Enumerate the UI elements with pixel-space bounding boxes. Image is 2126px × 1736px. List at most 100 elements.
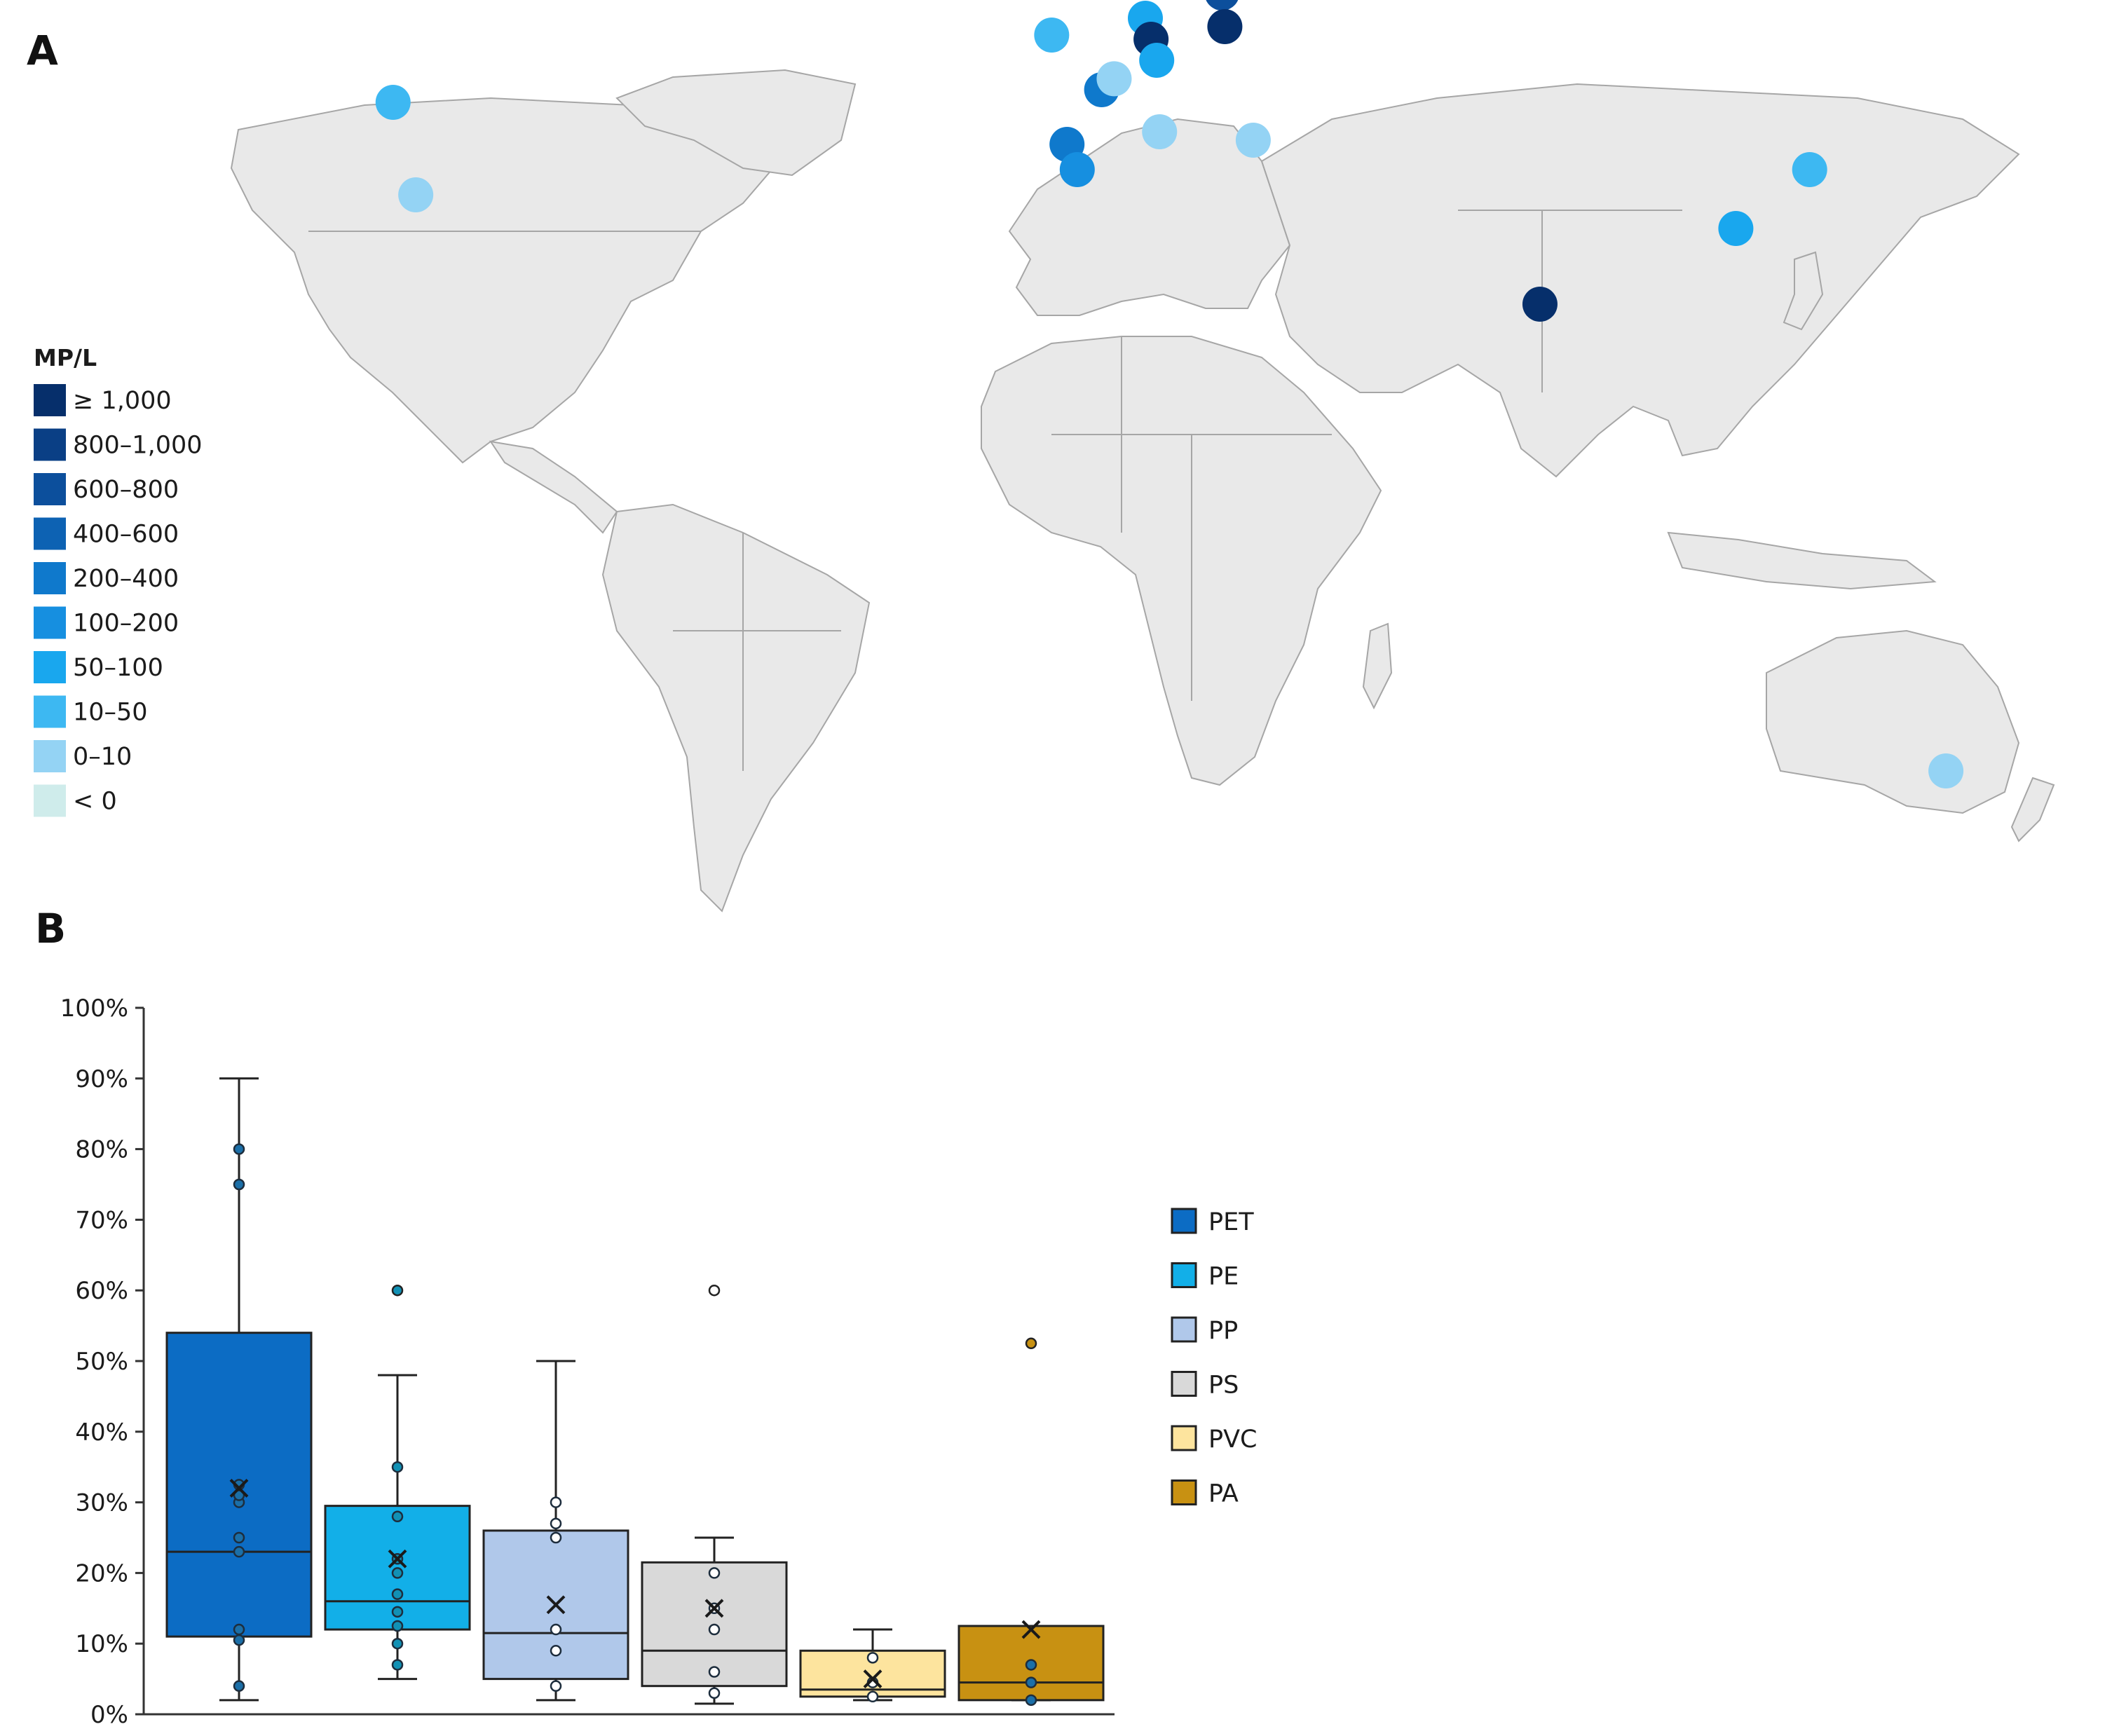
data-point	[550, 1496, 562, 1508]
legend-swatch	[1171, 1371, 1197, 1397]
data-point	[708, 1687, 721, 1700]
legend-swatch	[34, 428, 66, 461]
land-asia	[1260, 83, 2020, 478]
land-new-zealand	[2010, 777, 2055, 842]
legend-swatch	[1171, 1479, 1197, 1505]
legend-label: PA	[1208, 1480, 1239, 1508]
legend-label: PP	[1208, 1317, 1238, 1345]
site-marker	[1792, 152, 1827, 187]
legend-swatch	[34, 606, 66, 639]
legend-label: < 0	[73, 788, 117, 816]
box-chart: 0% 10% 20% 30% 40% 50% 60% 70% 80% 90% 100%	[60, 995, 1115, 1729]
legend-swatch	[34, 651, 66, 683]
map-sites	[375, 0, 1964, 788]
legend-label: 0–10	[73, 743, 132, 771]
site-marker	[398, 177, 434, 212]
box-pvc	[799, 1628, 946, 1703]
data-point	[391, 1588, 404, 1600]
data-point	[708, 1623, 721, 1636]
land-greenland	[615, 69, 857, 177]
land-madagascar	[1362, 622, 1393, 710]
data-point	[550, 1623, 562, 1636]
legend-label: 600–800	[73, 476, 179, 504]
data-point	[391, 1510, 404, 1523]
box-legend: PET PE PP PS PVC PA	[1171, 1208, 1258, 1508]
mean-marker	[546, 1595, 566, 1615]
legend-label: PVC	[1208, 1426, 1258, 1454]
data-point	[550, 1531, 562, 1544]
data-point	[1025, 1676, 1037, 1688]
data-point	[866, 1690, 879, 1703]
mean-marker	[229, 1479, 249, 1498]
legend-swatch	[1171, 1208, 1197, 1234]
legend-swatch	[1171, 1316, 1197, 1343]
legend-label: PS	[1208, 1372, 1239, 1400]
mean-marker	[863, 1669, 883, 1689]
outlier-point	[391, 1284, 404, 1297]
box-pe	[324, 1284, 471, 1681]
site-marker	[1096, 61, 1132, 97]
data-point	[233, 1178, 245, 1191]
data-point	[1025, 1659, 1037, 1671]
y-axis: 0% 10% 20% 30% 40% 50% 60% 70% 80% 90% 100%	[60, 995, 1115, 1729]
site-marker	[1928, 753, 1964, 788]
y-tick-label: 0%	[90, 1701, 128, 1729]
data-point	[233, 1531, 245, 1544]
legend-label: 400–600	[73, 521, 179, 549]
box-ps	[641, 1284, 788, 1705]
site-marker	[1718, 211, 1754, 246]
box-pet	[165, 1077, 313, 1702]
box-pa	[958, 1337, 1105, 1707]
legend-label: PE	[1208, 1263, 1239, 1291]
y-tick-label: 90%	[75, 1065, 128, 1093]
map-legend: ≥ 1,000 800–1,000 600–800 400–600 200–400 100…	[34, 384, 203, 817]
panel-a-label: A	[27, 27, 58, 74]
legend-swatch	[34, 384, 66, 416]
data-point	[391, 1659, 404, 1671]
data-point	[233, 1623, 245, 1636]
legend-swatch	[1171, 1262, 1197, 1288]
data-point	[708, 1567, 721, 1579]
outlier-point	[1025, 1337, 1037, 1350]
y-tick-label: 80%	[75, 1136, 128, 1164]
data-point	[233, 1143, 245, 1155]
y-tick-label: 30%	[75, 1489, 128, 1517]
legend-label: 50–100	[73, 654, 163, 682]
legend-swatch	[34, 562, 66, 594]
y-tick-label: 100%	[60, 995, 128, 1023]
mean-marker	[388, 1549, 407, 1568]
site-marker	[1235, 123, 1271, 158]
site-marker	[1206, 0, 1239, 11]
data-point	[391, 1606, 404, 1618]
y-tick-label: 40%	[75, 1419, 128, 1447]
site-marker	[375, 85, 411, 120]
data-point	[1025, 1694, 1037, 1707]
legend-label: 10–50	[73, 699, 148, 727]
map-legend-title: MP/L	[34, 344, 97, 371]
legend-swatch	[34, 517, 66, 550]
data-point	[550, 1517, 562, 1530]
mean-marker	[704, 1599, 724, 1618]
y-tick-label: 10%	[75, 1630, 128, 1658]
legend-label: 800–1,000	[73, 432, 203, 460]
legend-swatch	[34, 695, 66, 728]
y-tick-label: 50%	[75, 1348, 128, 1376]
data-point	[391, 1567, 404, 1579]
data-point	[550, 1645, 562, 1657]
legend-swatch	[1171, 1425, 1197, 1451]
land-south-america	[601, 503, 871, 913]
land-japan	[1783, 251, 1824, 331]
legend-label: PET	[1208, 1208, 1254, 1236]
site-marker	[1139, 43, 1175, 78]
y-tick-label: 60%	[75, 1277, 128, 1305]
land-africa	[981, 336, 1382, 786]
site-marker	[1142, 114, 1178, 149]
data-point	[391, 1637, 404, 1650]
mean-marker	[1021, 1620, 1041, 1639]
data-point	[233, 1634, 245, 1646]
legend-label: ≥ 1,000	[73, 387, 172, 415]
site-marker	[1059, 152, 1095, 187]
site-marker	[1522, 287, 1558, 322]
data-point	[866, 1652, 879, 1664]
data-point	[233, 1680, 245, 1692]
